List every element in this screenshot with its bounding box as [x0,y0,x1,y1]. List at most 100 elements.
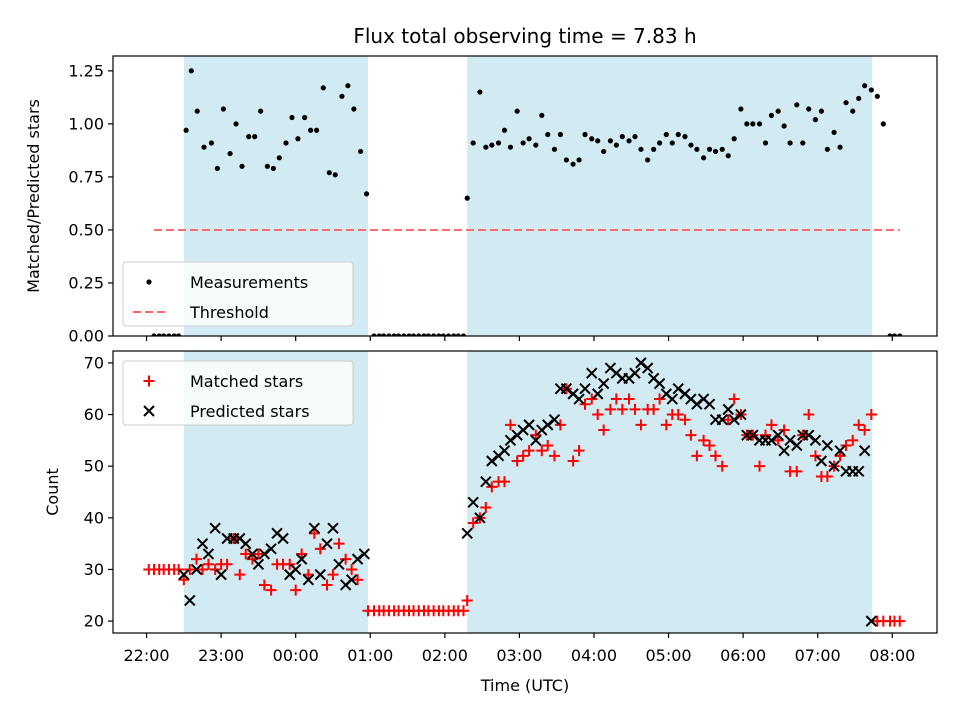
measurement-point [526,136,532,142]
measurement-point [483,144,489,150]
matched-star-point [173,563,185,575]
measurement-point [891,333,898,336]
measurement-point [880,121,886,127]
measurement-point [425,333,432,336]
matched-star-point [685,429,697,441]
measurement-point [376,333,382,336]
predicted-star-point [722,403,734,416]
measurement-point [775,108,781,114]
measurement-point [868,87,874,93]
measurement-point [806,106,812,112]
matched-star-point [847,434,859,446]
matched-star-point [548,450,560,462]
matched-star-point [184,563,196,575]
measurement-point [712,148,719,155]
matched-star-point [314,543,326,555]
measurement-point [812,117,819,123]
measurement-point [897,333,903,336]
predicted-star-point [486,455,498,467]
matched-star-point [654,393,666,405]
predicted-star-point [523,419,535,431]
predicted-star-point [852,465,865,478]
legend-box [122,261,354,327]
measurement-point [183,127,189,133]
measurement-point [725,153,731,159]
matched-star-point [290,584,302,596]
predicted-star-point [467,496,479,509]
measurement-point [308,127,314,133]
matched-star-point [457,605,469,617]
measurement-point [258,108,264,114]
measurement-point [645,157,651,163]
measurement-point [227,150,233,157]
measurement-point [233,121,239,127]
matched-star-point [536,445,548,457]
matched-star-point [530,429,542,441]
measurement-point [632,134,638,140]
matched-star-point [333,538,345,550]
predicted-star-point [358,548,371,560]
top-legend: Measurements Threshold [122,261,354,327]
measurement-point [166,333,172,336]
measurement-point [161,333,167,336]
x-tick-label: 03:00 [496,646,542,665]
matched-star-point [629,403,641,415]
predicted-star-point [258,548,271,560]
predicted-star-point [629,367,641,379]
matched-star-point [486,481,498,493]
matched-star-point [604,403,616,415]
matched-star-point [467,517,479,529]
matched-star-point [853,419,865,431]
matched-star-point [791,465,803,477]
matched-star-point [321,579,333,591]
measurement-point [455,333,461,336]
bottom-legend: Matched stars Predicted stars [122,360,354,426]
top-series-measurements [151,68,903,336]
bottom-y-tick-label: 30 [84,560,104,579]
bottom-plot-area [143,357,906,627]
predicted-star-point [504,434,517,447]
legend-matched-swatch [143,375,155,387]
measurement-point [563,157,569,163]
predicted-star-point [474,512,486,524]
predicted-star-point [209,522,221,534]
matched-star-point [579,398,591,410]
matched-star-point [894,615,906,627]
measurement-point [391,333,397,336]
measurement-point [363,191,370,197]
matched-star-point [610,393,622,405]
x-tick-label: 01:00 [347,646,393,665]
measurement-point [781,123,787,129]
matched-star-point [196,563,208,575]
predicted-star-point [351,553,364,565]
measurement-point [320,85,326,91]
measurement-point [545,131,551,138]
matched-star-point [803,409,815,421]
predicted-star-point [573,393,585,405]
matched-star-point [265,584,277,596]
x-tick-label: 23:00 [198,646,244,665]
measurement-point [887,333,893,336]
figure-title: Flux total observing time = 7.83 h [353,24,696,48]
measurement-point [638,146,644,152]
matched-star-point [765,419,777,431]
measurement-point [682,134,688,140]
measurement-point [651,146,657,152]
legend-predicted-swatch [143,405,155,417]
measurement-point [436,333,442,336]
matched-star-point [704,440,716,452]
top-panel: 0.00 0.25 0.50 0.75 1.00 1.25 Matched/Predicte… [24,55,938,346]
measurement-point [151,333,157,336]
top-plot-area [151,68,903,336]
measurement-point [264,163,270,169]
matched-star-point [511,455,523,467]
predicted-star-point [586,367,598,379]
measurement-point [460,333,467,336]
measurement-point [326,170,332,176]
measurement-point [339,93,345,99]
measurement-point [470,140,476,146]
x-tick-label: 04:00 [571,646,617,665]
measurement-point [656,140,663,146]
measurement-point [675,131,681,138]
predicted-star-point [747,429,759,441]
